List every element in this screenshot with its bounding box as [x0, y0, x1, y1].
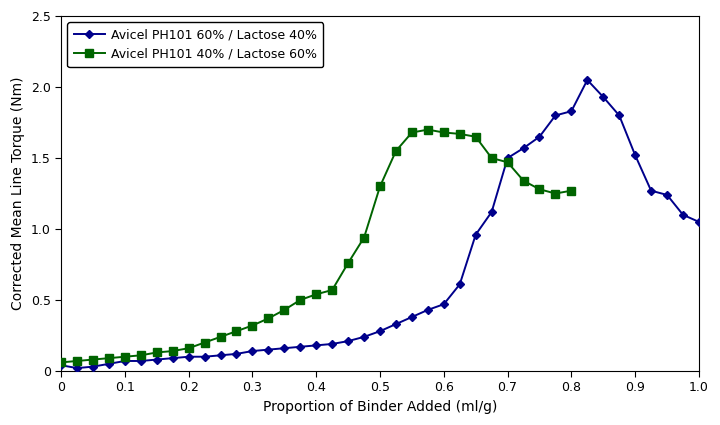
Avicel PH101 40% / Lactose 60%	[57, 360, 66, 365]
Avicel PH101 40% / Lactose 60%	[168, 348, 177, 354]
Avicel PH101 40% / Lactose 60%	[89, 357, 97, 362]
Avicel PH101 40% / Lactose 60%	[519, 178, 528, 183]
Avicel PH101 60% / Lactose 40%	[551, 113, 559, 118]
Avicel PH101 60% / Lactose 40%	[439, 302, 448, 307]
Avicel PH101 60% / Lactose 40%	[360, 334, 369, 340]
Avicel PH101 60% / Lactose 40%	[280, 346, 289, 351]
Avicel PH101 60% / Lactose 40%	[153, 357, 161, 362]
Avicel PH101 40% / Lactose 60%	[551, 191, 559, 196]
Avicel PH101 60% / Lactose 40%	[248, 348, 257, 354]
Avicel PH101 60% / Lactose 40%	[392, 322, 400, 327]
Avicel PH101 40% / Lactose 60%	[264, 316, 273, 321]
Avicel PH101 40% / Lactose 60%	[120, 354, 129, 359]
Avicel PH101 40% / Lactose 60%	[392, 148, 400, 153]
Avicel PH101 40% / Lactose 60%	[567, 188, 576, 193]
Avicel PH101 40% / Lactose 60%	[376, 184, 384, 189]
Avicel PH101 60% / Lactose 40%	[328, 341, 336, 346]
Avicel PH101 60% / Lactose 40%	[472, 232, 480, 237]
Avicel PH101 60% / Lactose 40%	[344, 339, 353, 344]
Line: Avicel PH101 40% / Lactose 60%: Avicel PH101 40% / Lactose 60%	[58, 126, 575, 366]
Avicel PH101 60% / Lactose 40%	[519, 145, 528, 150]
Avicel PH101 40% / Lactose 60%	[216, 334, 225, 340]
Avicel PH101 60% / Lactose 40%	[647, 188, 655, 193]
Avicel PH101 60% / Lactose 40%	[487, 210, 496, 215]
Avicel PH101 60% / Lactose 40%	[312, 343, 320, 348]
Avicel PH101 60% / Lactose 40%	[535, 134, 544, 139]
Avicel PH101 40% / Lactose 60%	[137, 353, 145, 358]
Avicel PH101 60% / Lactose 40%	[104, 361, 113, 366]
Avicel PH101 40% / Lactose 60%	[487, 156, 496, 161]
Avicel PH101 40% / Lactose 60%	[360, 235, 369, 240]
Avicel PH101 40% / Lactose 60%	[153, 350, 161, 355]
Y-axis label: Corrected Mean Line Torque (Nm): Corrected Mean Line Torque (Nm)	[11, 77, 25, 310]
Avicel PH101 40% / Lactose 60%	[248, 323, 257, 328]
Avicel PH101 40% / Lactose 60%	[104, 356, 113, 361]
Avicel PH101 40% / Lactose 60%	[73, 358, 81, 363]
Avicel PH101 60% / Lactose 40%	[503, 156, 512, 161]
Avicel PH101 60% / Lactose 40%	[583, 77, 592, 82]
Avicel PH101 60% / Lactose 40%	[89, 364, 97, 369]
Avicel PH101 40% / Lactose 60%	[232, 329, 240, 334]
Line: Avicel PH101 60% / Lactose 40%: Avicel PH101 60% / Lactose 40%	[58, 77, 702, 371]
Avicel PH101 60% / Lactose 40%	[599, 94, 608, 99]
Avicel PH101 60% / Lactose 40%	[695, 219, 703, 224]
Avicel PH101 60% / Lactose 40%	[423, 307, 432, 312]
Avicel PH101 60% / Lactose 40%	[57, 363, 66, 368]
Avicel PH101 40% / Lactose 60%	[200, 340, 209, 345]
Avicel PH101 40% / Lactose 60%	[296, 298, 305, 303]
Avicel PH101 60% / Lactose 40%	[662, 193, 671, 198]
Avicel PH101 60% / Lactose 40%	[296, 344, 305, 349]
Avicel PH101 40% / Lactose 60%	[503, 160, 512, 165]
Avicel PH101 60% / Lactose 40%	[232, 351, 240, 357]
Avicel PH101 60% / Lactose 40%	[200, 354, 209, 359]
Avicel PH101 40% / Lactose 60%	[280, 307, 289, 312]
X-axis label: Proportion of Binder Added (ml/g): Proportion of Binder Added (ml/g)	[263, 400, 498, 414]
Avicel PH101 40% / Lactose 60%	[408, 130, 416, 135]
Avicel PH101 60% / Lactose 40%	[376, 329, 384, 334]
Avicel PH101 60% / Lactose 40%	[264, 347, 273, 352]
Avicel PH101 40% / Lactose 60%	[312, 292, 320, 297]
Legend: Avicel PH101 60% / Lactose 40%, Avicel PH101 40% / Lactose 60%: Avicel PH101 60% / Lactose 40%, Avicel P…	[68, 23, 323, 67]
Avicel PH101 40% / Lactose 60%	[328, 287, 336, 292]
Avicel PH101 60% / Lactose 40%	[631, 153, 639, 158]
Avicel PH101 60% / Lactose 40%	[456, 282, 464, 287]
Avicel PH101 40% / Lactose 60%	[344, 261, 353, 266]
Avicel PH101 60% / Lactose 40%	[184, 354, 193, 359]
Avicel PH101 60% / Lactose 40%	[73, 366, 81, 371]
Avicel PH101 40% / Lactose 60%	[456, 131, 464, 136]
Avicel PH101 60% / Lactose 40%	[168, 356, 177, 361]
Avicel PH101 60% / Lactose 40%	[567, 109, 576, 114]
Avicel PH101 60% / Lactose 40%	[216, 353, 225, 358]
Avicel PH101 60% / Lactose 40%	[120, 358, 129, 363]
Avicel PH101 40% / Lactose 60%	[423, 127, 432, 132]
Avicel PH101 40% / Lactose 60%	[472, 134, 480, 139]
Avicel PH101 40% / Lactose 60%	[535, 187, 544, 192]
Avicel PH101 60% / Lactose 40%	[679, 212, 688, 217]
Avicel PH101 60% / Lactose 40%	[408, 314, 416, 320]
Avicel PH101 40% / Lactose 60%	[184, 346, 193, 351]
Avicel PH101 40% / Lactose 60%	[439, 130, 448, 135]
Avicel PH101 60% / Lactose 40%	[137, 358, 145, 363]
Avicel PH101 60% / Lactose 40%	[615, 113, 624, 118]
